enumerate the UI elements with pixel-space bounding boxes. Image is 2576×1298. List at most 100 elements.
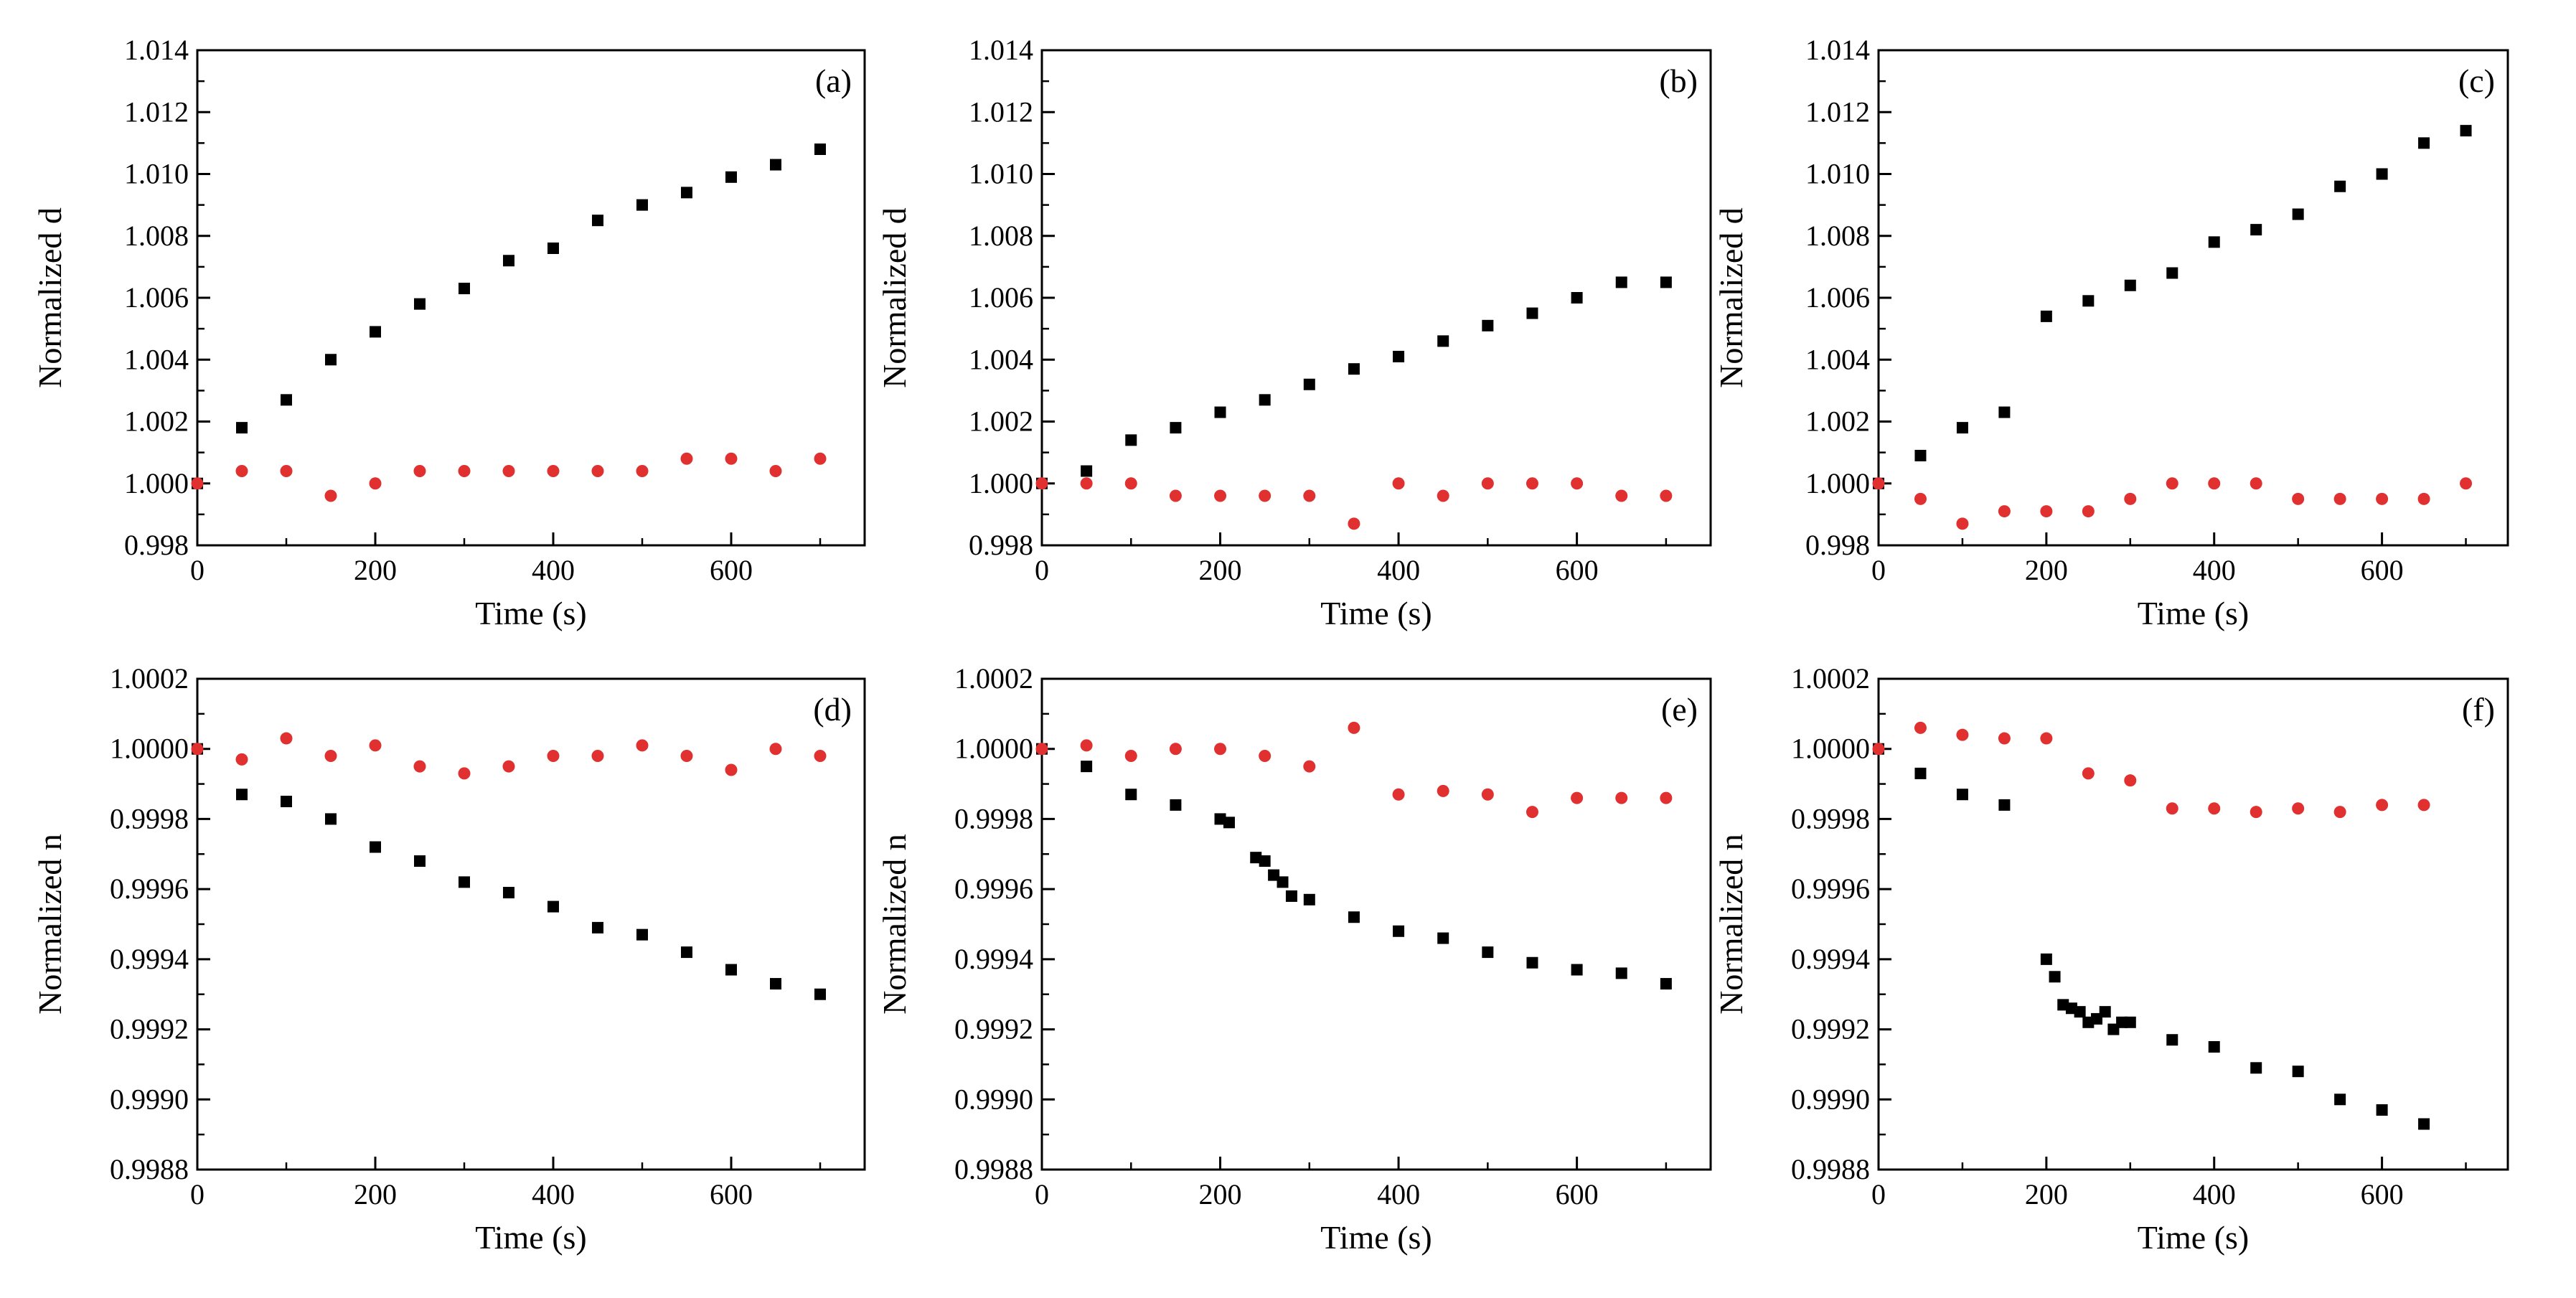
data-point-circle: [2376, 492, 2389, 505]
y-tick-label: 1.014: [1805, 34, 1870, 66]
data-point-square: [1437, 932, 1449, 944]
x-tick-label: 200: [354, 554, 397, 586]
data-point-square: [1170, 422, 1182, 434]
data-point-square: [592, 215, 603, 227]
data-point-square: [1348, 911, 1360, 923]
x-tick-label: 600: [1556, 1178, 1599, 1210]
y-tick-label: 0.9992: [1791, 1013, 1870, 1045]
data-point-circle: [280, 732, 293, 745]
data-point-circle: [1956, 728, 1969, 741]
series-black-squares: [1036, 743, 1672, 990]
x-tick-label: 400: [532, 1178, 575, 1210]
data-point-circle: [769, 465, 782, 477]
y-tick-label: 1.010: [969, 158, 1033, 190]
data-point-square: [2166, 267, 2178, 279]
data-point-square: [503, 255, 514, 267]
y-tick-label: 0.9996: [110, 873, 189, 905]
panel-e: 0 200 400 600 0.9988 0.9990 0.9992 0.9994 0.9996…: [876, 662, 1712, 1256]
y-tick-label: 1.006: [124, 281, 189, 314]
x-axis-title: Time (s): [475, 1219, 587, 1256]
plot-frame: [196, 677, 866, 1171]
data-point-circle: [1914, 492, 1927, 505]
panel-f: 0 200 400 600 0.9988 0.9990 0.9992 0.9994 0.9996…: [1713, 662, 2509, 1256]
plot-frame: [1040, 677, 1712, 1171]
data-point-circle: [1303, 760, 1316, 773]
x-tick-label: 600: [2361, 554, 2404, 586]
data-point-circle: [1437, 784, 1449, 797]
data-point-circle: [413, 465, 426, 477]
data-point-square: [1956, 422, 1968, 434]
data-point-circle: [1303, 489, 1316, 502]
data-point-circle: [369, 477, 382, 490]
data-point-circle: [1615, 489, 1628, 502]
x-tick-label: 0: [1871, 1178, 1886, 1210]
data-point-circle: [1660, 489, 1673, 502]
y-tick-label: 1.010: [1805, 158, 1870, 190]
data-point-circle: [2292, 492, 2305, 505]
y-tick-label: 0.9990: [954, 1083, 1033, 1115]
data-point-circle: [1080, 739, 1093, 752]
data-point-circle: [2040, 505, 2053, 518]
x-tick-label: 400: [1377, 1178, 1420, 1210]
data-point-circle: [2333, 492, 2346, 505]
data-point-square: [770, 159, 781, 171]
data-point-circle: [458, 465, 471, 477]
data-point-square: [370, 326, 381, 338]
series-black-squares: [1873, 743, 2430, 1130]
y-tick-label: 1.006: [969, 281, 1033, 314]
data-point-square: [1615, 967, 1627, 979]
data-point-square: [1250, 852, 1262, 864]
y-tick-label: 1.004: [1805, 343, 1870, 375]
data-point-circle: [591, 465, 604, 477]
y-tick-label: 0.9996: [1791, 873, 1870, 905]
y-tick-label: 0.998: [969, 529, 1033, 561]
data-point-square: [1393, 350, 1405, 362]
data-point-square: [414, 855, 426, 867]
data-point-square: [770, 978, 781, 990]
y-tick-label: 0.9988: [1791, 1153, 1870, 1185]
panel-label: (c): [2458, 62, 2495, 99]
data-point-square: [2208, 1041, 2220, 1053]
data-point-circle: [2124, 492, 2137, 505]
y-tick-label: 0.998: [124, 529, 189, 561]
y-tick-label: 1.000: [969, 467, 1033, 499]
y-tick-label: 0.9988: [954, 1153, 1033, 1185]
data-point-circle: [324, 749, 337, 762]
data-point-square: [2334, 1094, 2346, 1106]
data-point-square: [2099, 1006, 2111, 1018]
data-point-square: [636, 199, 648, 211]
data-point-square: [1259, 855, 1271, 867]
y-tick-label: 1.010: [124, 158, 189, 190]
y-tick-label: 1.000: [124, 467, 189, 499]
data-point-circle: [2460, 477, 2473, 490]
y-tick-label: 1.014: [124, 34, 189, 66]
data-point-circle: [191, 743, 204, 756]
y-tick-label: 1.012: [1805, 95, 1870, 128]
series-red-circles: [1872, 721, 2430, 819]
data-point-square: [814, 144, 826, 155]
y-tick-label: 0.9990: [110, 1083, 189, 1115]
data-point-circle: [2376, 799, 2389, 812]
y-tick-label: 1.014: [969, 34, 1033, 66]
data-point-square: [459, 876, 470, 888]
y-tick-label: 1.006: [1805, 281, 1870, 314]
y-axis-title: Normalized d: [1713, 207, 1749, 388]
x-tick-label: 400: [2193, 1178, 2236, 1210]
y-tick-label: 0.9994: [1791, 943, 1870, 975]
x-tick-label: 400: [2193, 554, 2236, 586]
data-point-circle: [2208, 477, 2221, 490]
panel-c: 0 200 400 600 0.998 1.000 1.002 1.004 1.006 1.008…: [1713, 34, 2509, 631]
data-point-circle: [1437, 489, 1449, 502]
data-point-circle: [1526, 477, 1538, 490]
panel-b: 0 200 400 600 0.998 1.000 1.002 1.004 1.006 1.008…: [876, 34, 1712, 631]
data-point-circle: [680, 452, 693, 465]
data-point-square: [2292, 208, 2304, 220]
y-tick-label: 0.9998: [1791, 802, 1870, 834]
data-point-square: [2166, 1034, 2178, 1046]
data-point-circle: [547, 749, 560, 762]
y-tick-label: 1.008: [1805, 220, 1870, 252]
data-point-square: [1482, 946, 1494, 959]
y-tick-label: 1.008: [969, 220, 1033, 252]
data-point-square: [325, 813, 337, 825]
y-tick-label: 1.004: [124, 343, 189, 375]
